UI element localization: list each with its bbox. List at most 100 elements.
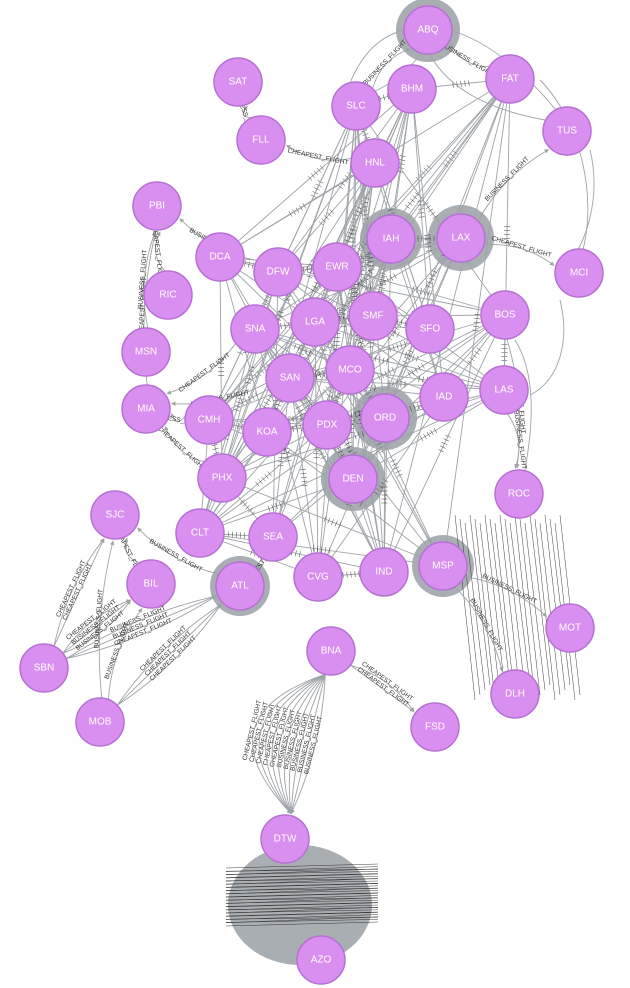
node-pdx[interactable]: PDX: [302, 400, 352, 450]
node-bos[interactable]: BOS: [480, 290, 530, 340]
node-circle[interactable]: [387, 64, 437, 114]
node-sfo[interactable]: SFO: [405, 304, 455, 354]
node-msp[interactable]: MSP: [418, 541, 468, 591]
node-circle[interactable]: [479, 365, 529, 415]
node-den[interactable]: DEN: [328, 454, 378, 504]
node-circle[interactable]: [175, 508, 225, 558]
node-mco[interactable]: MCO: [325, 345, 375, 395]
node-circle[interactable]: [296, 935, 346, 985]
node-tus[interactable]: TUS: [542, 106, 592, 156]
node-circle[interactable]: [126, 559, 176, 609]
node-san[interactable]: SAN: [265, 353, 315, 403]
node-ewr[interactable]: EWR: [312, 242, 362, 292]
node-circle[interactable]: [302, 400, 352, 450]
node-iad[interactable]: IAD: [419, 372, 469, 422]
node-mci[interactable]: MCI: [554, 248, 604, 298]
node-circle[interactable]: [490, 669, 540, 719]
node-sna[interactable]: SNA: [230, 304, 280, 354]
node-circle[interactable]: [419, 372, 469, 422]
node-fat[interactable]: FAT: [485, 54, 535, 104]
node-circle[interactable]: [90, 490, 140, 540]
node-cmh[interactable]: CMH: [184, 395, 234, 445]
node-circle[interactable]: [236, 115, 286, 165]
node-circle[interactable]: [121, 327, 171, 377]
node-circle[interactable]: [195, 232, 245, 282]
node-circle[interactable]: [143, 270, 193, 320]
node-bil[interactable]: BIL: [126, 559, 176, 609]
node-sea[interactable]: SEA: [248, 512, 298, 562]
node-cvg[interactable]: CVG: [293, 552, 343, 602]
node-circle[interactable]: [248, 512, 298, 562]
node-circle[interactable]: [405, 304, 455, 354]
node-mia[interactable]: MIA: [121, 384, 171, 434]
node-circle[interactable]: [348, 291, 398, 341]
node-circle[interactable]: [554, 248, 604, 298]
node-msn[interactable]: MSN: [121, 327, 171, 377]
node-fsd[interactable]: FSD: [410, 702, 460, 752]
node-pbi[interactable]: PBI: [132, 181, 182, 231]
node-bna[interactable]: BNA: [306, 626, 356, 676]
node-circle[interactable]: [485, 54, 535, 104]
node-mob[interactable]: MOB: [75, 697, 125, 747]
node-circle[interactable]: [494, 469, 544, 519]
node-circle[interactable]: [242, 407, 292, 457]
node-circle[interactable]: [132, 181, 182, 231]
node-iah[interactable]: IAH: [366, 214, 416, 264]
node-circle[interactable]: [213, 57, 263, 107]
node-circle[interactable]: [121, 384, 171, 434]
node-circle[interactable]: [545, 603, 595, 653]
node-azo[interactable]: AZO: [296, 935, 346, 985]
node-circle[interactable]: [331, 81, 381, 131]
node-circle[interactable]: [312, 242, 362, 292]
node-circle[interactable]: [290, 297, 340, 347]
node-circle[interactable]: [410, 702, 460, 752]
node-dtw[interactable]: DTW: [260, 814, 310, 864]
node-circle[interactable]: [366, 214, 416, 264]
node-circle[interactable]: [350, 138, 400, 188]
node-circle[interactable]: [19, 643, 69, 693]
node-circle[interactable]: [418, 541, 468, 591]
node-abq[interactable]: ABQ: [403, 5, 453, 55]
node-dlh[interactable]: DLH: [490, 669, 540, 719]
node-circle[interactable]: [184, 395, 234, 445]
node-ind[interactable]: IND: [359, 547, 409, 597]
node-circle[interactable]: [436, 213, 486, 263]
node-dca[interactable]: DCA: [195, 232, 245, 282]
node-roc[interactable]: ROC: [494, 469, 544, 519]
node-slc[interactable]: SLC: [331, 81, 381, 131]
node-circle[interactable]: [260, 814, 310, 864]
node-ric[interactable]: RIC: [143, 270, 193, 320]
node-bhm[interactable]: BHM: [387, 64, 437, 114]
node-smf[interactable]: SMF: [348, 291, 398, 341]
node-circle[interactable]: [197, 453, 247, 503]
node-circle[interactable]: [360, 393, 410, 443]
node-lga[interactable]: LGA: [290, 297, 340, 347]
node-phx[interactable]: PHX: [197, 453, 247, 503]
node-sjc[interactable]: SJC: [90, 490, 140, 540]
node-circle[interactable]: [403, 5, 453, 55]
node-sbn[interactable]: SBN: [19, 643, 69, 693]
node-circle[interactable]: [480, 290, 530, 340]
node-mot[interactable]: MOT: [545, 603, 595, 653]
node-clt[interactable]: CLT: [175, 508, 225, 558]
node-las[interactable]: LAS: [479, 365, 529, 415]
node-hnl[interactable]: HNL: [350, 138, 400, 188]
node-circle[interactable]: [325, 345, 375, 395]
node-lax[interactable]: LAX: [436, 213, 486, 263]
node-circle[interactable]: [265, 353, 315, 403]
node-sat[interactable]: SAT: [213, 57, 263, 107]
node-koa[interactable]: KOA: [242, 407, 292, 457]
node-circle[interactable]: [542, 106, 592, 156]
node-dfw[interactable]: DFW: [253, 247, 303, 297]
node-atl[interactable]: ATL: [215, 561, 265, 611]
node-circle[interactable]: [328, 454, 378, 504]
node-circle[interactable]: [253, 247, 303, 297]
node-circle[interactable]: [359, 547, 409, 597]
node-fll[interactable]: FLL: [236, 115, 286, 165]
node-circle[interactable]: [306, 626, 356, 676]
node-circle[interactable]: [230, 304, 280, 354]
node-ord[interactable]: ORD: [360, 393, 410, 443]
node-circle[interactable]: [215, 561, 265, 611]
